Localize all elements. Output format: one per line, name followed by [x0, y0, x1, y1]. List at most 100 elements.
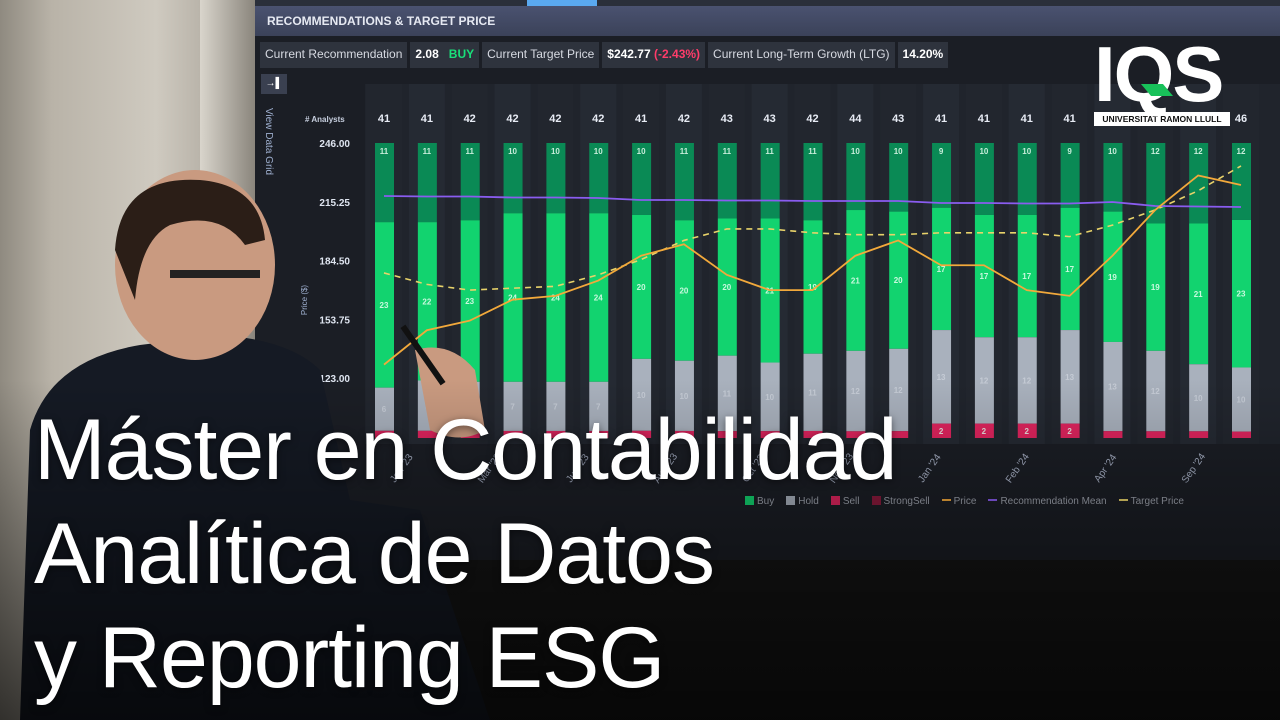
- bar-segment-buy[interactable]: [889, 211, 909, 349]
- bar-segment-buy[interactable]: [974, 214, 994, 338]
- bar-value-label: 20: [894, 276, 903, 285]
- bar-segment-strongbuy[interactable]: [1232, 143, 1251, 220]
- bar-segment-strongbuy[interactable]: [417, 143, 437, 223]
- bar-value-label: 11: [808, 147, 817, 156]
- bar-segment-buy[interactable]: [1017, 214, 1037, 338]
- bar-segment-strongbuy[interactable]: [503, 143, 523, 214]
- ltg-value: 14.20%: [897, 42, 949, 68]
- bar-value-label: 24: [551, 294, 560, 303]
- bar-segment-buy[interactable]: [632, 214, 652, 359]
- bar-segment-buy[interactable]: [803, 220, 823, 354]
- rec-value: 2.08 BUY: [410, 42, 480, 68]
- analyst-count: 43: [764, 113, 776, 125]
- bar-segment-strongbuy[interactable]: [1103, 143, 1123, 212]
- bar-value-label: 17: [937, 265, 946, 274]
- bar-segment-strongbuy[interactable]: [589, 143, 609, 214]
- bar-segment-strongbuy[interactable]: [932, 143, 952, 208]
- analyst-count: 41: [1021, 113, 1033, 125]
- bar-value-label: 10: [551, 147, 560, 156]
- bar-value-label: 11: [465, 147, 474, 156]
- panel-title: RECOMMENDATIONS & TARGET PRICE: [255, 6, 1280, 36]
- bar-segment-buy[interactable]: [1060, 207, 1080, 331]
- bar-segment-buy[interactable]: [1189, 223, 1209, 365]
- analyst-count: 43: [892, 113, 904, 125]
- bar-value-label: 17: [979, 272, 988, 281]
- logo-subtitle: UNIVERSITAT RAMON LLULL: [1094, 112, 1230, 126]
- bar-segment-strongbuy[interactable]: [760, 143, 780, 219]
- analyst-count: 42: [806, 113, 818, 125]
- video-title: Máster en Contabilidad Analítica de Dato…: [34, 398, 897, 710]
- bar-segment-buy[interactable]: [1103, 211, 1123, 342]
- bar-segment-strongbuy[interactable]: [1189, 143, 1209, 224]
- bar-segment-strongbuy[interactable]: [846, 143, 866, 211]
- bar-value-label: 10: [594, 147, 603, 156]
- y-tick-label: 153.75: [319, 315, 350, 326]
- bar-segment-strongbuy[interactable]: [974, 143, 994, 215]
- active-tab[interactable]: [527, 0, 597, 6]
- title-line-3: y Reporting ESG: [34, 610, 665, 706]
- bar-value-label: 10: [851, 147, 860, 156]
- bar-value-label: 10: [1022, 147, 1031, 156]
- target-price-line: [383, 165, 1242, 291]
- price-line: [383, 174, 1242, 366]
- tp-label: Current Target Price: [482, 42, 600, 68]
- bar-value-label: 23: [1237, 290, 1246, 299]
- bar-segment-strongbuy[interactable]: [1060, 143, 1080, 208]
- bar-segment-buy[interactable]: [503, 213, 523, 382]
- tp-change: (-2.43%): [654, 47, 701, 61]
- analyst-count: 42: [506, 113, 518, 125]
- bar-segment-buy[interactable]: [717, 218, 737, 356]
- analyst-count: 41: [421, 113, 433, 125]
- bar-segment-strongbuy[interactable]: [1017, 143, 1037, 215]
- bar-segment-strongbuy[interactable]: [632, 143, 652, 215]
- tab-strip[interactable]: [255, 0, 1280, 6]
- analyst-count: 42: [464, 113, 476, 125]
- analyst-count: 42: [549, 113, 561, 125]
- analyst-count: 44: [849, 113, 862, 125]
- bar-segment-strongbuy[interactable]: [889, 143, 909, 212]
- rec-value-number: 2.08: [415, 47, 439, 61]
- view-data-grid-button[interactable]: View Data Grid: [263, 108, 274, 176]
- bar-value-label: 11: [423, 147, 432, 156]
- bar-segment-strongbuy[interactable]: [1146, 143, 1166, 224]
- bar-segment-buy[interactable]: [589, 213, 609, 382]
- bar-value-label: 9: [939, 147, 944, 156]
- rec-label: Current Recommendation: [260, 42, 408, 68]
- bar-segment-buy[interactable]: [1146, 223, 1166, 351]
- bar-segment-buy[interactable]: [674, 220, 694, 361]
- bar-value-label: 12: [1151, 147, 1160, 156]
- bar-segment-strongbuy[interactable]: [546, 143, 566, 214]
- analyst-count: 46: [1235, 113, 1247, 125]
- bar-segment-buy[interactable]: [1232, 219, 1251, 368]
- kpi-bar: Current Recommendation 2.08 BUY Current …: [260, 42, 949, 68]
- y-tick-label: 215.25: [319, 198, 350, 209]
- bar-segment-buy[interactable]: [460, 220, 480, 382]
- bar-segment-buy[interactable]: [375, 222, 394, 388]
- bar-value-label: 23: [380, 301, 389, 310]
- analyst-count: 41: [935, 113, 947, 125]
- analyst-count: 41: [378, 113, 390, 125]
- bar-value-label: 13: [1065, 373, 1074, 382]
- expand-icon[interactable]: →▌: [261, 74, 287, 94]
- bar-value-label: 23: [465, 297, 474, 306]
- analyst-count: 43: [721, 113, 733, 125]
- bar-value-label: 22: [422, 297, 431, 306]
- bar-segment-strongbuy[interactable]: [460, 143, 480, 221]
- bar-value-label: 24: [508, 294, 517, 303]
- bar-value-label: 9: [1067, 147, 1072, 156]
- bar-value-label: 12: [1194, 147, 1203, 156]
- bar-segment-buy[interactable]: [546, 213, 566, 382]
- rec-rating: BUY: [448, 47, 475, 61]
- y-axis-label: Price ($): [300, 285, 309, 316]
- bar-value-label: 11: [765, 147, 774, 156]
- bar-value-label: 11: [380, 147, 389, 156]
- bar-value-label: 11: [680, 147, 689, 156]
- bar-value-label: 10: [508, 147, 517, 156]
- bar-value-label: 20: [637, 283, 646, 292]
- bar-segment-buy[interactable]: [932, 207, 952, 331]
- bar-segment-buy[interactable]: [417, 222, 437, 381]
- bar-segment-strongbuy[interactable]: [375, 143, 394, 223]
- recommendation-mean-line: [383, 195, 1242, 208]
- bar-value-label: 19: [1108, 273, 1117, 282]
- bar-segment-buy[interactable]: [846, 210, 866, 351]
